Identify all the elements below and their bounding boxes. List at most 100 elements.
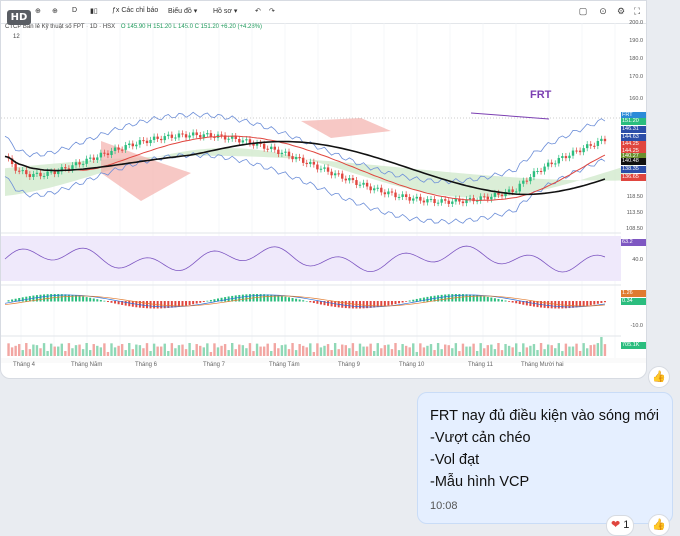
macd-bar	[60, 294, 63, 302]
indicators-button[interactable]: ƒx Các chỉ báo	[112, 7, 159, 14]
candle-body	[145, 140, 149, 144]
volume-bar	[419, 343, 422, 356]
macd-bar	[209, 299, 212, 302]
settings-icon[interactable]: ⚙	[616, 6, 626, 16]
chart-card[interactable]: HD ⊕ ⊕ D ▮▯ ƒx Các chỉ báo Biểu đồ ▾ Hồ …	[0, 0, 647, 379]
macd-bar	[114, 301, 117, 304]
volume-bar	[309, 343, 312, 356]
candle-body	[152, 136, 156, 140]
candle-body	[181, 133, 184, 135]
volume-bar	[383, 345, 387, 356]
volume-bar	[500, 350, 504, 356]
fullscreen-icon[interactable]: ⛶	[633, 6, 641, 16]
undo-icon[interactable]: ↶	[255, 8, 261, 15]
volume-bar	[138, 345, 142, 356]
price-axis-label: 170.0	[629, 74, 643, 80]
volume-bar	[245, 348, 248, 356]
macd-bar	[461, 294, 464, 302]
volume-bar	[223, 344, 227, 356]
volume-bar	[479, 343, 482, 356]
volume-bar	[561, 351, 564, 356]
volume-bar	[362, 346, 365, 356]
template-dropdown[interactable]: Hồ sơ ▾	[213, 8, 238, 15]
candle-body	[213, 136, 216, 138]
interval-selector[interactable]: D	[72, 7, 78, 14]
macd-bar	[11, 299, 14, 302]
candle-body	[149, 139, 152, 144]
macd-bar	[501, 299, 503, 302]
macd-bar	[220, 297, 223, 302]
volume-bar	[483, 348, 486, 356]
volume-bar	[422, 347, 426, 356]
like-button[interactable]: 👍	[648, 366, 670, 388]
message-line: -Mẫu hình VCP	[430, 474, 530, 490]
price-axis-label: 200.0	[629, 20, 643, 26]
volume-bar	[458, 351, 461, 356]
candle-body	[241, 140, 245, 143]
heart-icon: ❤	[611, 519, 621, 531]
volume-bar	[539, 343, 543, 356]
redo-icon[interactable]: ↷	[269, 8, 275, 15]
chart-type-dropdown[interactable]: Biểu đồ ▾	[168, 8, 198, 15]
volume-bar	[426, 345, 429, 356]
volume-bar	[42, 343, 46, 356]
candle-body	[422, 200, 426, 203]
candle-body	[383, 192, 387, 195]
macd-bar	[603, 301, 606, 303]
volume-bar	[490, 344, 493, 356]
plus-icon[interactable]: ⊕	[52, 8, 58, 15]
macd-bar	[600, 301, 603, 304]
volume-bar	[586, 348, 589, 356]
candle-body	[323, 167, 326, 169]
volume-bar	[25, 343, 28, 356]
candle-body	[486, 196, 489, 200]
macd-bar	[493, 298, 496, 302]
candle-body	[451, 201, 454, 204]
screenshot-icon[interactable]: ⊙	[599, 6, 607, 16]
candle-body	[209, 133, 213, 137]
candle-body	[287, 151, 291, 157]
volume-bar	[603, 344, 607, 356]
maximize-icon[interactable]: ▢	[578, 6, 588, 16]
volume-bar	[429, 344, 433, 356]
candle-body	[106, 153, 110, 155]
candle-body	[138, 140, 142, 145]
add-symbol-icon[interactable]: ⊕	[35, 8, 41, 15]
candle-body	[362, 182, 365, 185]
candle-body	[440, 199, 443, 203]
macd-bar	[89, 297, 92, 302]
volume-bar	[507, 345, 511, 356]
volume-bar	[184, 349, 188, 356]
volume-bar	[163, 343, 166, 356]
price-tag: 144.25	[621, 148, 646, 155]
candle-body	[255, 142, 259, 146]
volume-bar	[433, 350, 436, 356]
volume-bar	[468, 346, 472, 356]
like-button[interactable]: 👍	[648, 514, 670, 536]
price-chart[interactable]	[1, 23, 646, 363]
volume-bar	[152, 343, 156, 356]
candle-body	[220, 134, 223, 136]
volume-bar	[280, 345, 284, 356]
macd-bar	[522, 301, 525, 305]
volume-bar	[142, 348, 145, 356]
macd-bar	[177, 301, 180, 307]
macd-line	[4, 294, 606, 308]
candle-body	[85, 158, 88, 164]
candle-body	[475, 200, 479, 202]
candle-body	[291, 156, 294, 160]
bar-style-icon[interactable]: ▮▯	[90, 8, 98, 15]
macd-bar	[302, 300, 305, 302]
macd-bar	[348, 301, 351, 309]
volume-bar	[397, 350, 401, 356]
candle-body	[252, 143, 255, 146]
candle-body	[284, 151, 287, 153]
volume-bar	[273, 343, 276, 356]
rsi-band	[1, 236, 621, 281]
chart-legend: CTCP Bán lẻ Kỹ thuật số FPT · 1D · HSX O…	[5, 24, 262, 30]
volume-bar	[14, 345, 17, 356]
reaction-badge[interactable]: ❤ 1	[606, 515, 635, 536]
candle-body	[270, 146, 273, 150]
volume-bar	[550, 345, 553, 356]
macd-bar	[18, 297, 21, 302]
